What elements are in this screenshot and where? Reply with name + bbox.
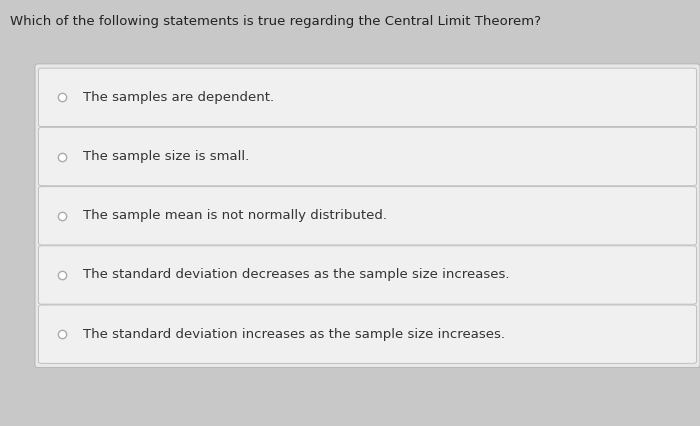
FancyBboxPatch shape [38,187,696,245]
Text: The samples are dependent.: The samples are dependent. [83,91,274,104]
Text: The sample size is small.: The sample size is small. [83,150,249,163]
Text: Which of the following statements is true regarding the Central Limit Theorem?: Which of the following statements is tru… [10,15,542,28]
FancyBboxPatch shape [35,64,700,368]
FancyBboxPatch shape [38,127,696,186]
FancyBboxPatch shape [38,246,696,304]
Text: The standard deviation increases as the sample size increases.: The standard deviation increases as the … [83,328,505,341]
Text: The standard deviation decreases as the sample size increases.: The standard deviation decreases as the … [83,268,509,282]
Text: The sample mean is not normally distributed.: The sample mean is not normally distribu… [83,209,386,222]
FancyBboxPatch shape [38,305,696,363]
FancyBboxPatch shape [38,68,696,127]
